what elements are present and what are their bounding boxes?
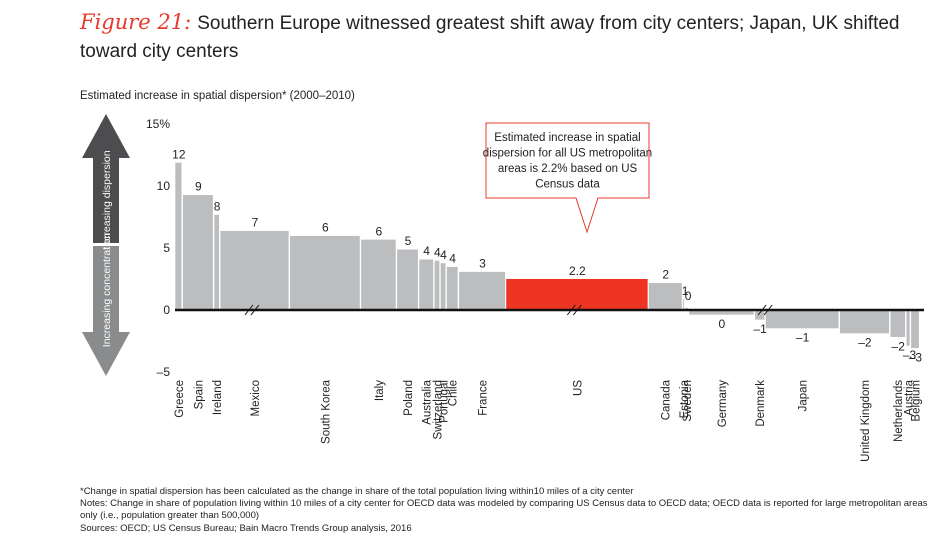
value-label: 4 xyxy=(434,245,441,259)
value-label: 3 xyxy=(479,257,486,271)
increasing-dispersion-arrow xyxy=(82,114,130,243)
callout-text: Census data xyxy=(535,179,600,191)
increasing-concentration-label: Increasing concentration xyxy=(101,233,113,348)
bar-belgium xyxy=(910,309,920,349)
y-tick-label: 15% xyxy=(146,117,170,131)
category-label: Sweden xyxy=(682,380,694,422)
value-label: 4 xyxy=(423,244,430,258)
category-label: France xyxy=(477,380,489,416)
axis-break-mark xyxy=(566,304,576,316)
axis-break-mark xyxy=(244,304,254,316)
value-label: –2 xyxy=(858,336,872,350)
bar-japan xyxy=(765,309,840,329)
value-label: 2 xyxy=(662,268,669,282)
axis-break-mark xyxy=(763,304,773,316)
value-label: 5 xyxy=(405,234,412,248)
bar-chile xyxy=(446,266,459,311)
bar-austria xyxy=(905,309,911,347)
category-label: Ireland xyxy=(212,380,224,415)
figure-title-text: Southern Europe witnessed greatest shift… xyxy=(80,13,900,62)
bar-ireland xyxy=(213,214,220,311)
increasing-concentration-arrow xyxy=(82,246,130,376)
category-label: Austria xyxy=(904,379,916,415)
category-label: Switzerland xyxy=(432,380,444,439)
value-label: –3 xyxy=(909,350,923,364)
value-label: 0 xyxy=(685,289,692,303)
category-label: Denmark xyxy=(755,380,767,427)
bar-us xyxy=(506,279,648,310)
value-label: –1 xyxy=(796,331,810,345)
value-label: –3 xyxy=(903,348,917,362)
value-label: –1 xyxy=(753,322,767,336)
value-label: 4 xyxy=(440,248,447,262)
bar-netherlands xyxy=(889,309,906,338)
callout-text: dispersion for all US metropolitan xyxy=(483,148,652,160)
category-label: United Kingdom xyxy=(860,380,872,462)
category-label: South Korea xyxy=(320,379,332,444)
bar-denmark xyxy=(754,309,765,321)
category-label: Japan xyxy=(798,380,810,411)
value-label: –2 xyxy=(892,339,906,353)
footnote-asterisk: *Change in spatial dispersion has been c… xyxy=(80,486,634,497)
value-label: 7 xyxy=(252,216,259,230)
axis-break-mark xyxy=(572,304,582,316)
bar-south-korea xyxy=(289,235,361,311)
bar-spain xyxy=(182,194,214,311)
callout-text: Estimated increase in spatial xyxy=(494,132,640,144)
value-label: 2.2 xyxy=(569,264,586,278)
increasing-dispersion-label: Increasing dispersion xyxy=(101,150,113,249)
category-label: Mexico xyxy=(250,380,262,416)
axis-break-mark xyxy=(250,304,260,316)
category-label: Portugal xyxy=(438,380,450,423)
footnote-notes: Notes: Change in share of population liv… xyxy=(80,498,928,522)
footnotes: *Change in spatial dispersion has been c… xyxy=(80,486,942,535)
value-label: 6 xyxy=(322,221,329,235)
bar-australia xyxy=(418,258,434,311)
value-label: 9 xyxy=(195,180,202,194)
category-label: Greece xyxy=(174,380,186,418)
category-label: Spain xyxy=(193,380,205,409)
figure-title: Figure 21: Southern Europe witnessed grea… xyxy=(80,8,940,66)
y-tick-label: –5 xyxy=(157,365,171,379)
bar-greece xyxy=(174,162,183,311)
category-label: Netherlands xyxy=(893,380,905,442)
value-label: 6 xyxy=(375,224,382,238)
y-tick-label: 10 xyxy=(157,179,171,193)
footnote-sources: Sources: OECD; US Census Bureau; Bain Ma… xyxy=(80,522,412,534)
category-label: Poland xyxy=(403,380,415,416)
category-label: Germany xyxy=(717,380,729,428)
bar-portugal xyxy=(440,262,447,311)
bar-mexico xyxy=(219,230,290,311)
value-label: 4 xyxy=(449,252,456,266)
bar-france xyxy=(458,271,506,311)
category-label: Belgium xyxy=(910,380,922,422)
value-label: 0 xyxy=(719,317,726,331)
axis-break-mark xyxy=(757,304,767,316)
value-label: 8 xyxy=(214,200,221,214)
category-label: Australia xyxy=(422,379,434,424)
value-label: 12 xyxy=(172,147,186,161)
category-label: Estonia xyxy=(679,379,691,418)
bar-canada xyxy=(648,282,683,311)
chart-subtitle: Estimated increase in spatial dispersion… xyxy=(80,90,355,102)
y-tick-label: 5 xyxy=(163,241,170,255)
value-label: 1 xyxy=(682,284,689,298)
y-tick-label: 0 xyxy=(163,303,170,317)
bar-united-kingdom xyxy=(839,309,890,334)
bar-switzerland xyxy=(433,260,440,311)
category-label: Italy xyxy=(374,380,386,401)
figure-label: Figure 21: xyxy=(80,10,192,34)
category-label: Chile xyxy=(448,380,460,406)
category-label: Canada xyxy=(661,379,673,420)
callout-box xyxy=(485,122,650,234)
callout-text: areas is 2.2% based on US xyxy=(498,163,638,175)
bar-italy xyxy=(360,239,397,311)
category-label: US xyxy=(572,380,584,396)
bar-poland xyxy=(396,248,419,311)
